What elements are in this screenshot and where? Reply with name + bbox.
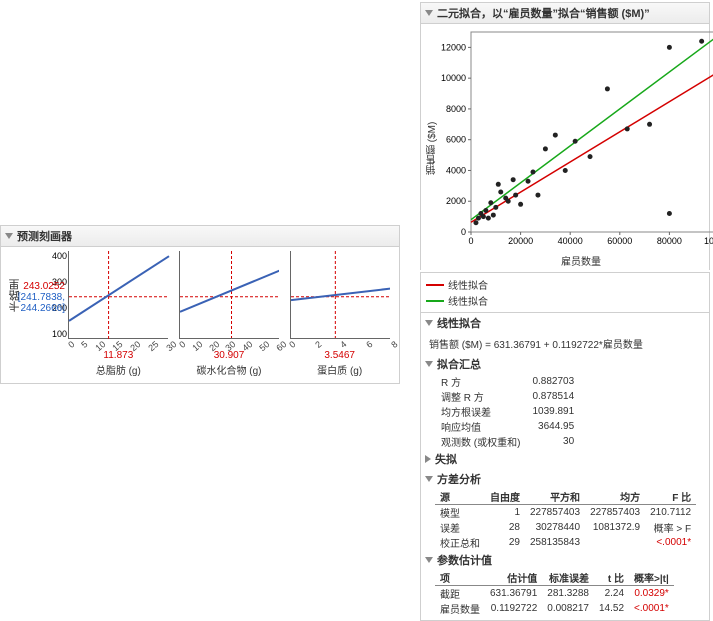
legend-item[interactable]: 线性拟合	[426, 293, 704, 308]
svg-text:2000: 2000	[446, 196, 466, 206]
scatter-y-label: 销售额 ($M)	[425, 28, 439, 268]
section-linear-fit[interactable]: 线性拟合	[421, 313, 709, 333]
svg-text:0: 0	[461, 227, 466, 237]
table-row: 误差28302784401081372.9概率 > F	[435, 520, 696, 535]
table-row: 校正总和29258135843<.0001*	[435, 535, 696, 550]
table-row: 观测数 (或权重和)30	[435, 434, 580, 449]
chevron-down-icon[interactable]	[425, 557, 433, 563]
section-lof-label: 失拟	[435, 451, 457, 467]
bivariate-panel: 二元拟合，以“雇员数量”拟合“销售额 ($M)” 销售额 ($M) 020000…	[420, 2, 710, 621]
section-params[interactable]: 参数估计值	[421, 550, 709, 570]
svg-text:4000: 4000	[446, 165, 466, 175]
profiler-title: 预测刻画器	[17, 228, 72, 244]
chevron-right-icon[interactable]	[425, 455, 431, 463]
svg-text:10000: 10000	[441, 73, 466, 83]
table-row: 均方根误差1039.891	[435, 404, 580, 419]
section-params-label: 参数估计值	[437, 552, 492, 568]
legend: 线性拟合线性拟合	[420, 272, 710, 313]
bivariate-title: 二元拟合，以“雇员数量”拟合“销售额 ($M)”	[437, 5, 650, 21]
params-table: 项估计值标准误差t 比概率>|t|截距631.36791281.32882.24…	[435, 570, 674, 616]
svg-text:20000: 20000	[508, 236, 533, 246]
summary-table: R 方0.882703调整 R 方0.878514均方根误差1039.891响应…	[435, 374, 580, 449]
scatter-plot[interactable]: 0 20000 40000 60000 80000 100000 0 2000 4000 6000…	[439, 28, 713, 251]
legend-swatch	[426, 300, 444, 302]
scatter-x-label: 雇员数量	[439, 253, 713, 268]
profiler-y-axis: 卡路里 243.0252 [241.7838, 244.2666]	[7, 251, 65, 377]
chevron-down-icon[interactable]	[425, 320, 433, 326]
table-row: 截距631.36791281.32882.240.0329*	[435, 586, 674, 602]
table-row: 调整 R 方0.878514	[435, 389, 580, 404]
section-lof[interactable]: 失拟	[421, 449, 709, 469]
profiler-plots: 10020030040005101520253011.873总脂肪 (g)010…	[65, 251, 393, 377]
bivariate-header[interactable]: 二元拟合，以“雇员数量”拟合“销售额 ($M)”	[420, 2, 710, 24]
fit-equation: 销售额 ($M) = 631.36791 + 0.1192722*雇员数量	[421, 333, 709, 354]
legend-label: 线性拟合	[448, 293, 488, 308]
mini-x-title: 蛋白质 (g)	[317, 362, 362, 377]
mini-plot[interactable]: 024683.5467蛋白质 (g)	[286, 251, 393, 377]
svg-text:0: 0	[468, 236, 473, 246]
legend-item[interactable]: 线性拟合	[426, 277, 704, 292]
svg-text:60000: 60000	[607, 236, 632, 246]
anova-table: 源自由度平方和均方F 比模型1227857403227857403210.711…	[435, 489, 696, 550]
svg-text:80000: 80000	[657, 236, 682, 246]
svg-text:8000: 8000	[446, 104, 466, 114]
scatter-area: 销售额 ($M) 0 20000 40000 60000 80000 100000 0 200…	[420, 24, 710, 270]
mini-x-title: 碳水化合物 (g)	[197, 362, 262, 377]
report: 线性拟合 销售额 ($M) = 631.36791 + 0.1192722*雇员…	[420, 313, 710, 621]
svg-text:6000: 6000	[446, 135, 466, 145]
section-linear-label: 线性拟合	[437, 315, 481, 331]
legend-label: 线性拟合	[448, 277, 488, 292]
section-summary[interactable]: 拟合汇总	[421, 354, 709, 374]
table-row: 响应均值3644.95	[435, 419, 580, 434]
profiler-header[interactable]: 预测刻画器	[0, 225, 400, 247]
table-row: 雇员数量0.11927220.00821714.52<.0001*	[435, 601, 674, 616]
svg-text:100000: 100000	[704, 236, 713, 246]
mini-x-current: 3.5467	[324, 350, 355, 361]
chevron-down-icon[interactable]	[425, 10, 433, 16]
svg-text:12000: 12000	[441, 42, 466, 52]
section-anova-label: 方差分析	[437, 471, 481, 487]
chevron-down-icon[interactable]	[425, 361, 433, 367]
chevron-down-icon[interactable]	[425, 476, 433, 482]
mini-x-title: 总脂肪 (g)	[96, 362, 141, 377]
profiler-body: 卡路里 243.0252 [241.7838, 244.2666] 100200…	[0, 247, 400, 384]
table-row: R 方0.882703	[435, 374, 580, 389]
section-anova[interactable]: 方差分析	[421, 469, 709, 489]
mini-plot[interactable]: 010203040506030.907碳水化合物 (g)	[176, 251, 283, 377]
profiler-panel: 预测刻画器 卡路里 243.0252 [241.7838, 244.2666] …	[0, 225, 400, 384]
mini-plot[interactable]: 10020030040005101520253011.873总脂肪 (g)	[65, 251, 172, 377]
svg-text:40000: 40000	[558, 236, 583, 246]
profiler-y-title: 卡路里	[7, 279, 23, 312]
table-row: 模型1227857403227857403210.7112	[435, 505, 696, 521]
legend-swatch	[426, 284, 444, 286]
chevron-down-icon[interactable]	[5, 233, 13, 239]
section-summary-label: 拟合汇总	[437, 356, 481, 372]
